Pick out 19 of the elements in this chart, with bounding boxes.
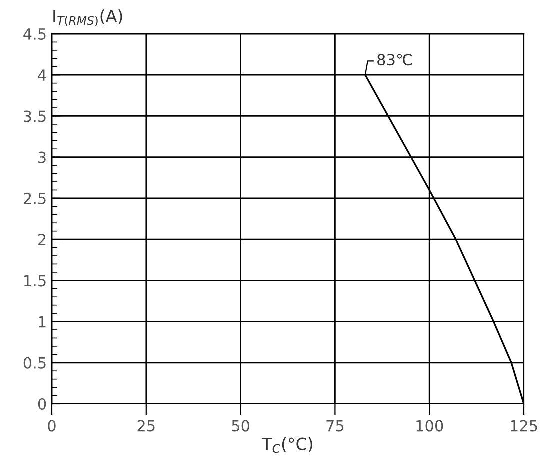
y-tick-label: 4.5: [24, 28, 46, 40]
y-tick-label: 2.5: [24, 192, 46, 204]
y-tick-label: 4: [38, 70, 46, 81]
x-tick-label: 25: [138, 420, 155, 432]
annotation: 83℃: [378, 54, 412, 66]
x-tick-label: 100: [416, 420, 444, 432]
y-tick-label: 1: [39, 316, 46, 328]
x-tick-label: 125: [511, 420, 538, 432]
x-tick-label: 75: [326, 420, 344, 432]
x-axis-title: T$_{C}$(°C): [262, 438, 312, 454]
y-axis-title: I$_{T(RMS)}$(A): [54, 10, 122, 27]
y-tick-label: 0: [38, 398, 46, 410]
x-tick-label: 0: [48, 420, 56, 432]
x-tick-label: 50: [232, 420, 250, 432]
y-tick-label: 0.5: [24, 357, 46, 369]
y-tick-label: 3: [38, 152, 46, 164]
y-tick-label: 3.5: [24, 110, 46, 122]
y-tick-label: 2: [38, 234, 46, 246]
y-tick-label: 1.5: [24, 275, 46, 287]
